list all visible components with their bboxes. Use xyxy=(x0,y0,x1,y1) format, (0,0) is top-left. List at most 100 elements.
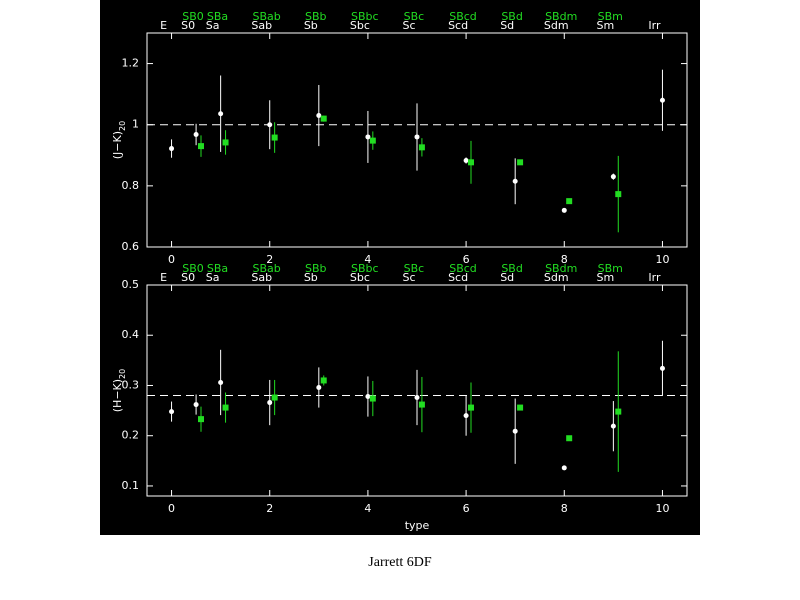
marker xyxy=(512,178,518,184)
y-axis-label-sub: 20 xyxy=(118,369,127,379)
y-tick-label: 1.2 xyxy=(122,57,140,70)
type-label: SBc xyxy=(404,10,425,23)
y-tick-label: 0.5 xyxy=(122,278,140,291)
marker xyxy=(271,394,278,401)
marker xyxy=(615,191,622,198)
marker xyxy=(320,115,327,122)
y-axis-label-sub: 20 xyxy=(118,121,127,131)
marker xyxy=(561,465,567,471)
marker xyxy=(610,174,616,180)
type-label: SBd xyxy=(501,262,523,275)
type-label: Sa xyxy=(206,19,220,32)
x-axis-label: type xyxy=(405,519,430,532)
marker xyxy=(365,394,371,400)
marker xyxy=(369,395,376,402)
marker xyxy=(418,144,425,151)
marker xyxy=(369,137,376,144)
marker xyxy=(222,139,229,146)
x-tick-label: 4 xyxy=(364,502,371,515)
marker xyxy=(267,122,273,128)
x-tick-label: 2 xyxy=(266,253,273,266)
type-label: SBm xyxy=(598,262,623,275)
marker xyxy=(198,416,204,423)
marker xyxy=(169,409,175,415)
marker xyxy=(463,413,469,419)
marker xyxy=(561,207,567,213)
type-label: Sdm xyxy=(544,271,569,284)
type-label: Sb xyxy=(304,271,318,284)
y-axis-label: (J−K)20 xyxy=(111,121,127,159)
marker xyxy=(463,157,469,163)
x-tick-label: 0 xyxy=(168,502,175,515)
marker xyxy=(267,400,273,406)
type-label: E xyxy=(160,19,167,32)
type-label: SBd xyxy=(501,10,523,23)
marker xyxy=(316,113,322,119)
type-label: Scd xyxy=(448,271,468,284)
type-label: Sc xyxy=(402,271,415,284)
type-label: SBcd xyxy=(449,10,477,23)
caption: Jarrett 6DF xyxy=(368,555,432,570)
type-label: S0 xyxy=(181,19,195,32)
type-label: SBdm xyxy=(545,262,577,275)
x-tick-label: 8 xyxy=(561,253,568,266)
x-tick-label: 4 xyxy=(364,253,371,266)
type-label: Irr xyxy=(648,19,661,32)
type-label: Sbc xyxy=(350,271,370,284)
marker xyxy=(316,384,322,390)
marker xyxy=(320,377,327,384)
marker xyxy=(659,97,665,103)
y-tick-label: 1 xyxy=(132,118,139,131)
y-tick-label: 0.2 xyxy=(122,429,140,442)
marker xyxy=(414,395,420,401)
type-label: Scd xyxy=(448,19,468,32)
marker xyxy=(198,143,204,150)
type-label: SBa xyxy=(207,262,228,275)
type-label: SBa xyxy=(207,10,228,23)
type-label: Sdm xyxy=(544,19,569,32)
type-label: SB0 xyxy=(182,10,204,23)
type-label: SBdm xyxy=(545,10,577,23)
marker xyxy=(615,408,622,415)
type-label: SBbc xyxy=(351,262,379,275)
marker xyxy=(468,159,474,166)
y-tick-label: 0.4 xyxy=(122,328,140,341)
marker xyxy=(218,379,224,385)
marker xyxy=(517,159,524,166)
type-label: SBb xyxy=(305,262,327,275)
marker xyxy=(610,423,616,429)
x-tick-label: 6 xyxy=(463,253,470,266)
x-tick-label: 6 xyxy=(463,502,470,515)
type-label: SBab xyxy=(253,262,281,275)
marker xyxy=(512,428,518,434)
plot-background xyxy=(100,0,700,535)
y-tick-label: 0.6 xyxy=(122,240,140,253)
type-label: Sa xyxy=(206,271,220,284)
axes-frame xyxy=(146,284,688,497)
y-tick-label: 0.3 xyxy=(122,378,140,391)
marker xyxy=(566,198,573,205)
type-label: SBcd xyxy=(449,262,477,275)
marker xyxy=(365,134,371,140)
type-label: Sd xyxy=(500,271,514,284)
type-label: SBbc xyxy=(351,10,379,23)
type-label: Sbc xyxy=(350,19,370,32)
marker xyxy=(414,134,420,140)
marker xyxy=(193,131,199,137)
marker xyxy=(169,146,175,152)
type-label: Sm xyxy=(597,19,615,32)
x-tick-label: 10 xyxy=(655,502,669,515)
y-axis-label-main: (H−K) xyxy=(111,379,124,412)
x-tick-label: 8 xyxy=(561,502,568,515)
marker xyxy=(566,435,573,442)
y-axis-label: (H−K)20 xyxy=(111,369,127,412)
marker xyxy=(271,134,278,141)
type-label: Sab xyxy=(251,271,272,284)
type-label: Irr xyxy=(648,271,661,284)
type-label: Sb xyxy=(304,19,318,32)
marker xyxy=(468,404,474,411)
type-label: SBc xyxy=(404,262,425,275)
y-tick-label: 0.1 xyxy=(122,479,140,492)
type-label: Sab xyxy=(251,19,272,32)
